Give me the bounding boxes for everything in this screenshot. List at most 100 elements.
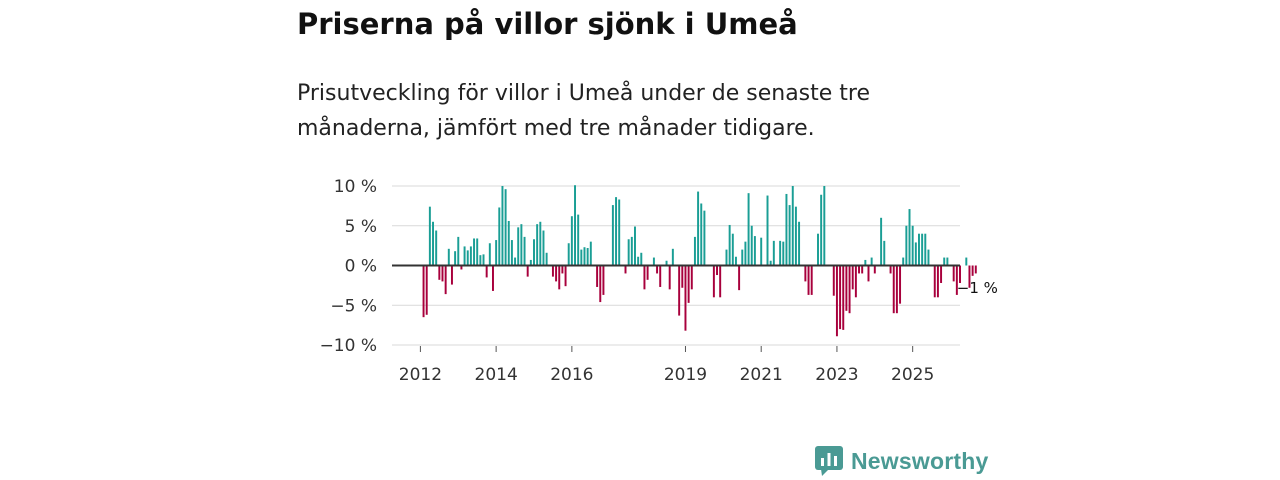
brand-logo: Newsworthy (815, 446, 988, 476)
x-tick-label: 2023 (815, 365, 858, 385)
bar (959, 265, 961, 283)
bar (637, 256, 640, 266)
bar (905, 225, 908, 266)
bar (848, 265, 851, 314)
x-tick-label: 2021 (740, 365, 783, 385)
bar (479, 255, 482, 266)
bar (551, 265, 554, 277)
bar (747, 193, 750, 266)
bar (750, 225, 753, 266)
bar (892, 265, 895, 314)
bar (504, 189, 507, 266)
bar (924, 233, 927, 266)
bar (681, 265, 684, 288)
bar (643, 265, 646, 290)
bar (432, 221, 434, 266)
bar (652, 257, 655, 266)
bar (438, 265, 441, 280)
bar (870, 257, 873, 266)
x-tick-label: 2019 (664, 365, 707, 385)
bar (473, 238, 476, 266)
bar (880, 217, 883, 266)
chart-subtitle: Prisutveckling för villor i Umeå under d… (297, 81, 871, 141)
bar (936, 265, 939, 298)
bar (703, 210, 706, 266)
bar (656, 265, 659, 274)
bar (485, 265, 488, 278)
bar (624, 265, 627, 274)
bar (627, 239, 630, 266)
bar (555, 265, 558, 282)
bar (839, 265, 842, 330)
bar (646, 265, 649, 280)
bar (510, 240, 513, 266)
bar (684, 265, 687, 331)
bar (851, 265, 854, 290)
y-tick-label: −5 % (330, 296, 377, 316)
bar (574, 185, 576, 266)
bar (602, 265, 605, 295)
bar (955, 265, 958, 295)
bar (693, 236, 696, 266)
bar (725, 249, 728, 266)
bar (946, 257, 949, 266)
newsworthy-icon (815, 446, 843, 476)
bar (444, 265, 447, 295)
y-tick-label: 10 % (334, 177, 377, 197)
bar (507, 220, 510, 266)
page-title: Priserna på villor sjönk i Umeå (297, 7, 798, 41)
bar (564, 265, 567, 287)
bar (902, 257, 905, 266)
bar (618, 199, 621, 266)
bar (899, 265, 902, 304)
bar (933, 265, 936, 298)
bar (514, 257, 517, 266)
bar (678, 265, 681, 316)
bar (889, 265, 892, 274)
bar (873, 265, 876, 274)
bar (858, 265, 860, 274)
bar (817, 233, 819, 266)
bar (422, 265, 425, 318)
bar (864, 259, 867, 266)
bar (867, 265, 870, 282)
bar (728, 224, 731, 266)
bar (700, 203, 703, 266)
x-tick-label: 2014 (475, 365, 518, 385)
y-tick-label: 5 % (345, 217, 377, 237)
bar (640, 252, 643, 266)
last-value-label: −1 % (957, 279, 998, 297)
bar (835, 265, 838, 337)
bar (529, 259, 532, 266)
bar (488, 243, 491, 266)
bar (794, 206, 797, 266)
bar-chart: 10 % 5 % 0 % −5 % −10 % 2012 2014 2016 2019 2021… (320, 177, 998, 385)
bar (968, 265, 971, 288)
bar (719, 265, 722, 298)
bar (570, 216, 573, 266)
bar (659, 265, 662, 287)
bar (501, 186, 504, 266)
bar (712, 265, 715, 298)
bar (908, 209, 911, 266)
brand-name: Newsworthy (851, 447, 989, 474)
bar (435, 230, 438, 266)
bar (883, 240, 886, 266)
bar (450, 265, 453, 285)
bar (441, 265, 444, 282)
bar (788, 205, 791, 266)
bar (668, 265, 671, 290)
bar (523, 236, 526, 266)
x-axis: 2012 2014 2016 2019 2021 2023 2025 (399, 346, 934, 385)
bar (965, 257, 968, 266)
y-tick-label: −10 % (320, 336, 377, 356)
bar (687, 265, 690, 303)
bar (753, 236, 756, 266)
bar (533, 239, 535, 266)
bar (425, 265, 428, 315)
bar (744, 241, 747, 266)
bar (914, 242, 917, 266)
bar (517, 227, 520, 266)
bar (428, 206, 431, 266)
bar (615, 197, 618, 266)
